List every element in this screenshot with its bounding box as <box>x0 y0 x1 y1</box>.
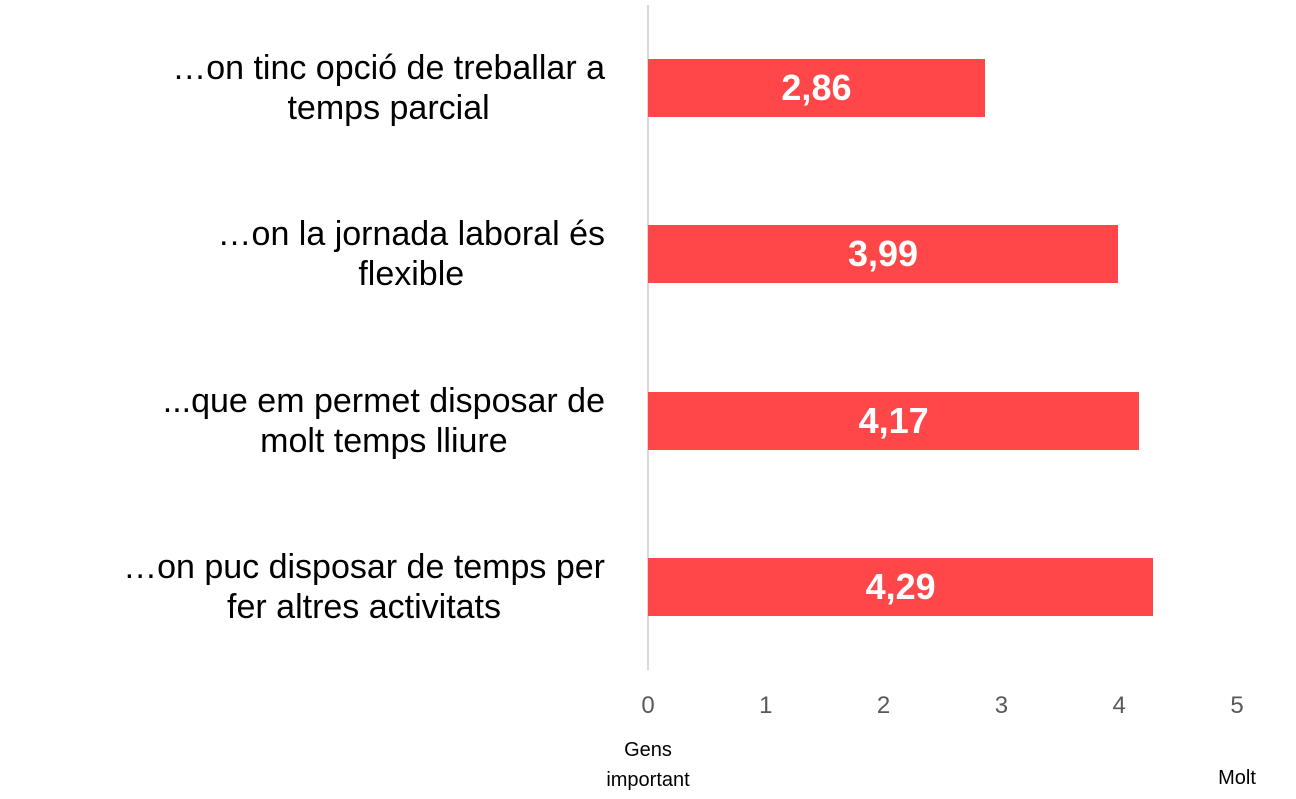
value-label: 4,29 <box>865 565 936 607</box>
x-tick-label: 2 <box>876 692 891 719</box>
bar <box>648 391 1140 450</box>
axis-annotation: Molt important <box>1195 767 1278 799</box>
value-label: 3,99 <box>847 233 919 275</box>
bar <box>648 59 985 118</box>
bar <box>648 557 1154 616</box>
category-label: …on tinc opció de treballar a temps parc… <box>172 49 605 128</box>
value-label: 2,86 <box>781 67 852 109</box>
category-label: …on la jornada laboral és flexible <box>217 215 605 294</box>
x-tick-label: 5 <box>1230 692 1244 719</box>
axis-annotation: Gens important <box>606 739 690 791</box>
axis-line <box>647 5 649 670</box>
x-tick-label: 3 <box>994 692 1009 719</box>
bar <box>648 225 1119 284</box>
x-tick-label: 0 <box>641 692 655 719</box>
x-tick-label: 4 <box>1112 692 1126 719</box>
x-tick-label: 1 <box>759 692 773 719</box>
value-label: 4,17 <box>858 399 929 441</box>
category-label: ...que em permet disposar de molt temps … <box>162 381 605 460</box>
category-label: …on puc disposar de temps per fer altres… <box>123 547 605 626</box>
